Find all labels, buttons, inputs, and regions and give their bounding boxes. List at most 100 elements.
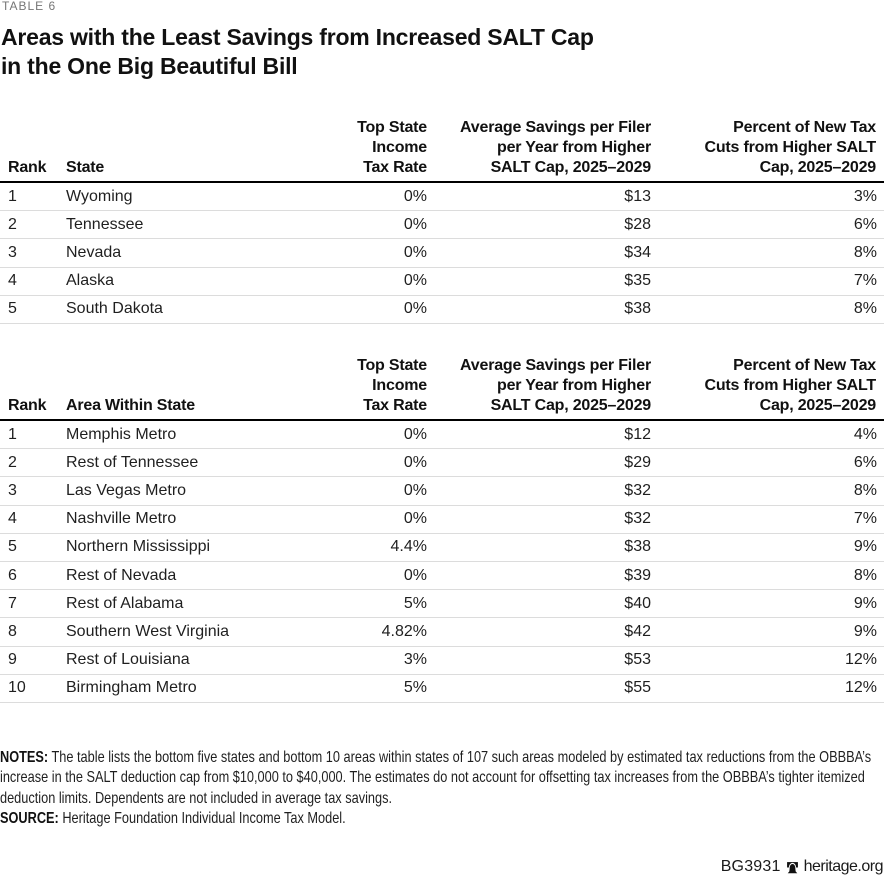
table-cell: 0% — [248, 420, 427, 450]
table-row: 4 Nashville Metro 0% $32 7% — [0, 505, 884, 534]
table-row: 4 Alaska 0% $35 7% — [0, 267, 884, 296]
table-cell: 10 — [0, 674, 58, 703]
table-cell: 0% — [248, 448, 427, 478]
table-cell: South Dakota — [58, 295, 248, 324]
report-id: BG3931 — [720, 858, 781, 875]
table-cell: 3 — [0, 238, 58, 268]
table-cell: Southern West Virginia — [58, 617, 248, 647]
table-cell: 4.82% — [248, 617, 427, 647]
states-table-header: Rank State Top State Income Tax Rate Averag… — [0, 118, 884, 183]
table-cell: Rest of Tennessee — [58, 448, 248, 478]
table-cell: $38 — [427, 533, 651, 562]
table-cell: $55 — [427, 674, 651, 703]
table-cell: 9 — [0, 646, 58, 675]
table-cell: 12% — [651, 646, 884, 675]
table-cell: 8% — [651, 476, 884, 506]
table-cell: Memphis Metro — [58, 420, 248, 450]
table-cell: 6% — [651, 448, 884, 478]
table-cell: 0% — [248, 210, 427, 240]
table-cell: 0% — [248, 238, 427, 268]
table-cell: 0% — [248, 182, 427, 212]
table-cell: 12% — [651, 674, 884, 703]
column-header: Rank — [0, 118, 58, 183]
site-url: heritage.org — [803, 858, 884, 875]
title-line-2: in the One Big Beautiful Bill — [1, 53, 298, 79]
table-row: 9 Rest of Louisiana 3% $53 12% — [0, 646, 884, 675]
column-header: Percent of New Tax Cuts from Higher SALT… — [651, 118, 884, 183]
notes-line: deduction limits. Dependents are not inc… — [0, 789, 393, 807]
table-cell: Las Vegas Metro — [58, 476, 248, 506]
table-cell: 0% — [248, 476, 427, 506]
table-cell: 2 — [0, 210, 58, 240]
table-cell: Nevada — [58, 238, 248, 268]
table-cell: Alaska — [58, 267, 248, 296]
table-cell: 3% — [248, 646, 427, 675]
table-cell: $35 — [427, 267, 651, 296]
table-cell: $32 — [427, 505, 651, 534]
table-cell: 4 — [0, 267, 58, 296]
table-cell: Rest of Alabama — [58, 589, 248, 619]
table-cell: $12 — [427, 420, 651, 450]
page-title: Areas with the Least Savings from Increa… — [1, 23, 594, 81]
column-header: Rank — [0, 356, 58, 421]
table-row: 8 Southern West Virginia 4.82% $42 9% — [0, 617, 884, 647]
table-cell: 5 — [0, 295, 58, 324]
table-row: 2 Tennessee 0% $28 6% — [0, 210, 884, 240]
liberty-bell-icon — [786, 862, 799, 874]
column-header: Average Savings per Filer per Year from … — [427, 118, 651, 183]
column-header: Average Savings per Filer per Year from … — [427, 356, 651, 421]
table-cell: 0% — [248, 267, 427, 296]
table-cell: 7 — [0, 589, 58, 619]
table-cell: Tennessee — [58, 210, 248, 240]
table-cell: 5% — [248, 674, 427, 703]
table-cell: 7% — [651, 267, 884, 296]
table-cell: $29 — [427, 448, 651, 478]
title-line-1: Areas with the Least Savings from Increa… — [1, 24, 594, 50]
table-cell: 8 — [0, 617, 58, 647]
table-cell: 5% — [248, 589, 427, 619]
table-cell: 1 — [0, 182, 58, 212]
notes-line: increase in the SALT deduction cap from … — [0, 769, 865, 787]
table-row: 5 South Dakota 0% $38 8% — [0, 295, 884, 324]
notes-label: NOTES: — [0, 749, 49, 766]
table-cell: 8% — [651, 561, 884, 591]
source-label: SOURCE: — [0, 809, 59, 827]
table-cell: 4.4% — [248, 533, 427, 562]
table-row: 3 Nevada 0% $34 8% — [0, 238, 884, 268]
table-cell: 0% — [248, 561, 427, 591]
table-cell: 1 — [0, 420, 58, 450]
table-row: 2 Rest of Tennessee 0% $29 6% — [0, 448, 884, 478]
table-cell: 3 — [0, 476, 58, 506]
table-cell: Rest of Nevada — [58, 561, 248, 591]
table-cell: 8% — [651, 238, 884, 268]
table-cell: 9% — [651, 589, 884, 619]
table-cell: Nashville Metro — [58, 505, 248, 534]
table-cell: $28 — [427, 210, 651, 240]
table-cell: 9% — [651, 617, 884, 647]
table-cell: 6 — [0, 561, 58, 591]
column-header: Percent of New Tax Cuts from Higher SALT… — [651, 356, 884, 421]
column-header: Top State Income Tax Rate — [248, 118, 427, 183]
source-line: SOURCE: Heritage Foundation Individual I… — [0, 809, 346, 827]
table-cell: $42 — [427, 617, 651, 647]
table-row: 10 Birmingham Metro 5% $55 12% — [0, 674, 884, 703]
table-cell: $32 — [427, 476, 651, 506]
column-header: Area Within State — [58, 356, 248, 421]
table-cell: 3% — [651, 182, 884, 212]
table-cell: 7% — [651, 505, 884, 534]
column-header: State — [58, 118, 248, 183]
table-cell: $13 — [427, 182, 651, 212]
table-cell: 8% — [651, 295, 884, 324]
table-number-label: TABLE 6 — [2, 0, 57, 13]
table-cell: $53 — [427, 646, 651, 675]
table-cell: 0% — [248, 505, 427, 534]
table-cell: $39 — [427, 561, 651, 591]
table-row: 1 Memphis Metro 0% $12 4% — [0, 420, 884, 450]
table-row: 5 Northern Mississippi 4.4% $38 9% — [0, 533, 884, 562]
states-table: Rank State Top State Income Tax Rate Averag… — [0, 118, 884, 324]
table-cell: 6% — [651, 210, 884, 240]
notes-block: NOTES: The table lists the bottom five s… — [0, 748, 881, 829]
footer: BG3931 heritage.org — [720, 858, 884, 876]
table-cell: 2 — [0, 448, 58, 478]
